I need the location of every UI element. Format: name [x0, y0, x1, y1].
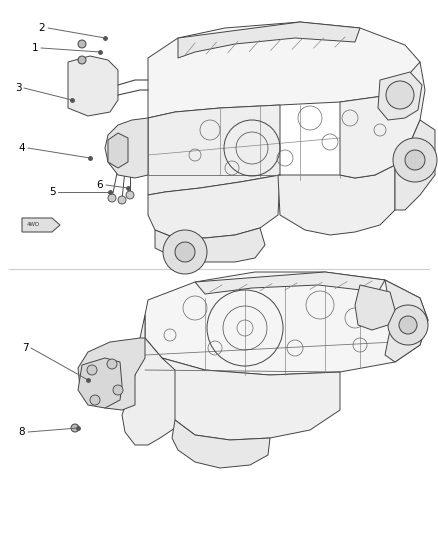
Polygon shape — [385, 280, 428, 362]
Polygon shape — [78, 338, 145, 410]
Polygon shape — [155, 228, 265, 262]
Polygon shape — [195, 272, 385, 294]
Circle shape — [393, 138, 437, 182]
Text: 4: 4 — [19, 143, 25, 153]
Circle shape — [386, 81, 414, 109]
Polygon shape — [108, 133, 128, 168]
Polygon shape — [22, 218, 60, 232]
Circle shape — [87, 365, 97, 375]
Circle shape — [399, 316, 417, 334]
Text: 2: 2 — [39, 23, 45, 33]
Circle shape — [90, 395, 100, 405]
Polygon shape — [178, 22, 360, 58]
Text: 3: 3 — [15, 83, 21, 93]
Polygon shape — [145, 272, 428, 375]
Polygon shape — [148, 175, 280, 238]
Polygon shape — [172, 420, 270, 468]
Text: 1: 1 — [32, 43, 38, 53]
Circle shape — [126, 191, 134, 199]
Circle shape — [163, 230, 207, 274]
Circle shape — [118, 196, 126, 204]
Circle shape — [78, 40, 86, 48]
Text: 5: 5 — [49, 187, 55, 197]
Circle shape — [107, 359, 117, 369]
Text: 4WD: 4WD — [27, 222, 40, 228]
Circle shape — [405, 150, 425, 170]
Text: 8: 8 — [19, 427, 25, 437]
Polygon shape — [105, 118, 148, 178]
Polygon shape — [148, 22, 420, 118]
Polygon shape — [340, 62, 425, 178]
Text: 7: 7 — [22, 343, 28, 353]
Polygon shape — [122, 315, 185, 445]
Circle shape — [78, 56, 86, 64]
Polygon shape — [78, 358, 122, 408]
Polygon shape — [162, 358, 340, 440]
Polygon shape — [68, 56, 118, 116]
Circle shape — [113, 385, 123, 395]
Circle shape — [388, 305, 428, 345]
Polygon shape — [378, 72, 422, 120]
Circle shape — [108, 194, 116, 202]
Circle shape — [71, 424, 79, 432]
Polygon shape — [395, 120, 435, 210]
Polygon shape — [278, 165, 395, 235]
Text: 6: 6 — [97, 180, 103, 190]
Polygon shape — [355, 285, 395, 330]
Polygon shape — [148, 105, 280, 195]
Circle shape — [175, 242, 195, 262]
